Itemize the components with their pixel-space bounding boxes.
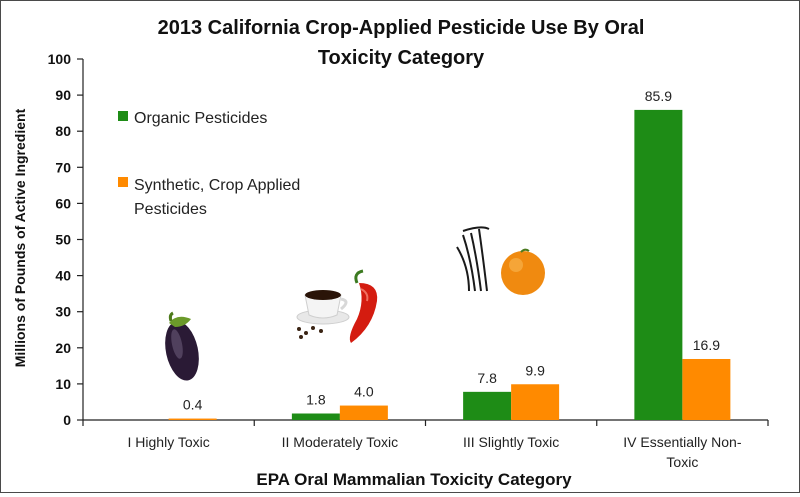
legend-label-synthetic-line-1: Synthetic, Crop Applied xyxy=(134,177,300,194)
bar-synthetic xyxy=(168,418,217,420)
y-tick-label: 70 xyxy=(55,159,71,175)
bar-data-label: 7.8 xyxy=(477,370,497,386)
coffee-cup-icon xyxy=(296,290,350,339)
eggplant-icon xyxy=(165,311,199,381)
x-category-label: I Highly Toxic xyxy=(128,434,210,450)
y-tick-label: 40 xyxy=(55,268,71,284)
y-tick-label: 100 xyxy=(48,51,72,67)
bar-data-label: 9.9 xyxy=(525,362,545,378)
y-tick-label: 90 xyxy=(55,87,71,103)
chart-title-line-1: 2013 California Crop-Applied Pesticide U… xyxy=(158,17,645,39)
x-category-label: IV Essentially Non- xyxy=(623,434,742,450)
bar-organic xyxy=(634,109,683,420)
y-tick-label: 10 xyxy=(55,376,71,392)
y-tick-label: 20 xyxy=(55,340,71,356)
red-pepper-icon xyxy=(349,269,378,343)
x-category-label: II Moderately Toxic xyxy=(282,434,398,450)
bar-organic xyxy=(291,413,340,420)
y-tick-label: 60 xyxy=(55,195,71,211)
bar-data-label: 0.4 xyxy=(183,397,203,413)
bar-data-label: 16.9 xyxy=(693,337,720,353)
bar-synthetic xyxy=(682,358,731,420)
y-tick-label: 80 xyxy=(55,123,71,139)
bar-organic xyxy=(463,391,512,420)
y-tick-label: 0 xyxy=(63,412,71,428)
x-category-label: III Slightly Toxic xyxy=(463,434,559,450)
legend-swatch-synthetic xyxy=(118,177,128,187)
x-category-label: Toxic xyxy=(666,454,698,470)
x-axis-label: EPA Oral Mammalian Toxicity Category xyxy=(256,470,572,489)
y-axis-label: Millions of Pounds of Active Ingredient xyxy=(12,108,28,367)
chart-title-line-2: Toxicity Category xyxy=(318,47,485,69)
y-tick-label: 30 xyxy=(55,304,71,320)
legend-label-synthetic-line-2: Pesticides xyxy=(134,201,207,218)
y-tick-label: 50 xyxy=(55,232,71,248)
bar-data-label: 4.0 xyxy=(354,384,374,400)
legend-swatch-organic xyxy=(118,111,128,121)
bar-data-label: 85.9 xyxy=(645,88,672,104)
orange-fruit-icon xyxy=(501,248,545,295)
vanilla-beans-icon xyxy=(456,226,490,292)
legend-label-organic: Organic Pesticides xyxy=(134,110,267,127)
bar-synthetic xyxy=(339,405,388,420)
bar-synthetic xyxy=(511,384,560,420)
bar-data-label: 1.8 xyxy=(306,392,326,408)
